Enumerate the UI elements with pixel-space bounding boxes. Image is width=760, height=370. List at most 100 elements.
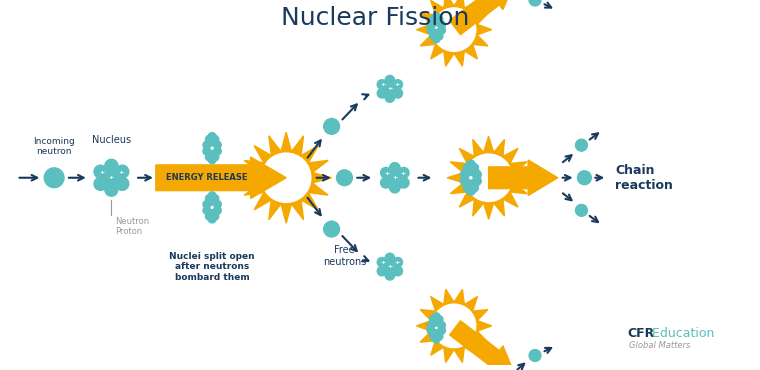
Polygon shape <box>416 0 492 66</box>
Text: Incoming
neutron: Incoming neutron <box>33 137 75 156</box>
Circle shape <box>394 172 405 183</box>
Circle shape <box>432 330 440 337</box>
Circle shape <box>337 170 353 186</box>
Circle shape <box>211 212 219 220</box>
Text: Chain
reaction: Chain reaction <box>615 164 673 192</box>
Circle shape <box>435 16 443 23</box>
Circle shape <box>470 164 479 172</box>
Text: +: + <box>401 171 405 176</box>
Circle shape <box>467 160 475 169</box>
Text: +: + <box>388 264 392 269</box>
Circle shape <box>465 154 512 201</box>
Circle shape <box>99 171 112 184</box>
Circle shape <box>203 201 211 208</box>
Circle shape <box>435 332 443 340</box>
Circle shape <box>208 138 216 146</box>
Text: +: + <box>119 170 124 175</box>
Circle shape <box>432 318 440 326</box>
Circle shape <box>381 177 391 188</box>
Circle shape <box>203 206 211 214</box>
Polygon shape <box>489 160 558 195</box>
Text: Neutron: Neutron <box>116 217 150 226</box>
Text: CFR: CFR <box>627 327 654 340</box>
Circle shape <box>432 304 476 347</box>
Circle shape <box>105 171 118 184</box>
Circle shape <box>467 180 475 189</box>
Circle shape <box>473 176 481 185</box>
Circle shape <box>435 32 443 40</box>
Text: Nuclei split open
after neutrons
bombard them: Nuclei split open after neutrons bombard… <box>169 252 255 282</box>
Circle shape <box>377 80 387 89</box>
Circle shape <box>464 183 472 192</box>
Circle shape <box>432 35 440 43</box>
Circle shape <box>111 171 124 184</box>
Circle shape <box>385 270 394 280</box>
Circle shape <box>208 215 216 223</box>
Circle shape <box>427 322 435 329</box>
Circle shape <box>94 177 107 190</box>
Circle shape <box>429 332 438 340</box>
Circle shape <box>381 168 391 178</box>
Circle shape <box>461 176 469 185</box>
Circle shape <box>205 153 214 161</box>
Circle shape <box>389 172 401 183</box>
Polygon shape <box>450 321 515 370</box>
Circle shape <box>575 139 587 151</box>
Circle shape <box>390 84 399 94</box>
Circle shape <box>203 147 211 155</box>
Circle shape <box>432 335 440 343</box>
Polygon shape <box>156 157 287 198</box>
Circle shape <box>390 262 399 271</box>
Circle shape <box>432 18 440 26</box>
Circle shape <box>427 21 435 29</box>
Circle shape <box>261 153 311 202</box>
Circle shape <box>211 135 219 143</box>
Circle shape <box>385 84 394 94</box>
Circle shape <box>578 171 591 185</box>
Circle shape <box>438 327 445 334</box>
Circle shape <box>385 93 394 102</box>
Circle shape <box>432 29 440 37</box>
Circle shape <box>385 75 394 85</box>
Circle shape <box>385 262 394 271</box>
Circle shape <box>205 135 214 143</box>
Polygon shape <box>416 289 492 363</box>
Circle shape <box>208 210 216 217</box>
Circle shape <box>393 266 403 276</box>
Circle shape <box>427 327 435 334</box>
Circle shape <box>208 150 216 158</box>
Circle shape <box>214 201 221 208</box>
Circle shape <box>377 266 387 276</box>
Circle shape <box>214 141 221 149</box>
Circle shape <box>105 159 118 172</box>
Circle shape <box>389 163 401 173</box>
Circle shape <box>393 88 403 98</box>
Circle shape <box>467 166 475 175</box>
Circle shape <box>116 165 128 178</box>
Circle shape <box>429 316 438 323</box>
Circle shape <box>385 172 395 183</box>
Circle shape <box>438 322 445 329</box>
Circle shape <box>208 192 216 199</box>
Circle shape <box>529 0 541 6</box>
Circle shape <box>208 156 216 164</box>
Circle shape <box>94 165 107 178</box>
Circle shape <box>393 258 403 267</box>
Circle shape <box>44 168 64 188</box>
Circle shape <box>203 141 211 149</box>
Circle shape <box>473 170 481 179</box>
Circle shape <box>385 253 394 263</box>
Circle shape <box>398 177 409 188</box>
Text: +: + <box>99 170 104 175</box>
Circle shape <box>211 153 219 161</box>
Circle shape <box>467 186 475 195</box>
Circle shape <box>464 164 472 172</box>
Circle shape <box>214 147 221 155</box>
Circle shape <box>393 80 403 89</box>
Circle shape <box>470 183 479 192</box>
Text: +: + <box>394 260 400 265</box>
Circle shape <box>377 88 387 98</box>
Circle shape <box>214 206 221 214</box>
Circle shape <box>208 132 216 140</box>
Circle shape <box>377 258 387 267</box>
